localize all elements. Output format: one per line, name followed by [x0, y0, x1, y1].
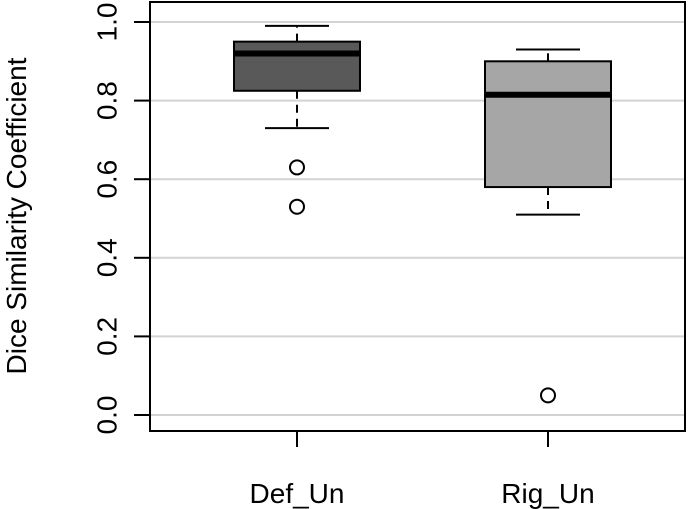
y-tick-label: 0.4	[92, 238, 123, 277]
y-tick-label: 0.2	[92, 317, 123, 356]
iqr-box	[484, 60, 612, 189]
box-rig-un	[484, 48, 612, 404]
plot-frame	[149, 1, 686, 432]
outlier-point	[289, 198, 305, 215]
iqr-box	[233, 40, 361, 92]
box-def-un	[233, 24, 361, 215]
x-category-label: Def_Un	[250, 478, 345, 509]
outlier-point	[540, 387, 556, 404]
y-tick-label: 0.6	[92, 160, 123, 199]
outlier-point	[289, 159, 305, 176]
x-category-label: Rig_Un	[501, 478, 594, 509]
axis-layer: 0.0 0.2 0.4 0.6 0.8 1.0 Def_Un Rig_Un	[92, 3, 595, 509]
y-tick-label: 1.0	[92, 3, 123, 42]
grid-lines	[150, 21, 685, 416]
y-tick-label: 0.0	[92, 396, 123, 435]
y-tick-label: 0.8	[92, 81, 123, 120]
box-layer	[233, 24, 612, 404]
y-axis-title: Dice Similarity Coefficient	[1, 57, 32, 374]
